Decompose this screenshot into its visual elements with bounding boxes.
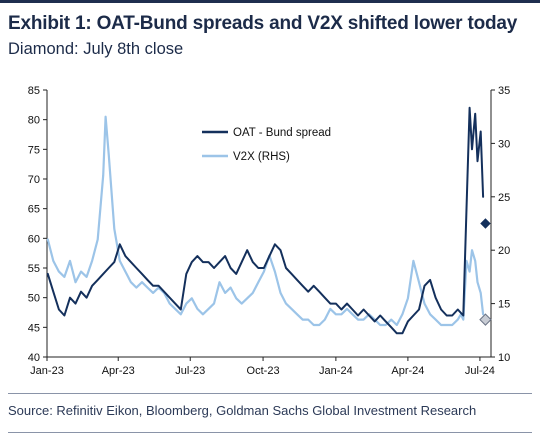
y-left-tick-label: 65 bbox=[28, 204, 40, 216]
y-right-tick-label: 25 bbox=[498, 192, 510, 204]
y-right-tick-label: 15 bbox=[498, 299, 510, 311]
axes: 40 45 50 55 60 65 70 75 80 85 10 15 20 25 30 35 Jan-23 Ap… bbox=[28, 85, 511, 377]
series-line-v2x bbox=[46, 115, 485, 327]
marker-v2x-july-8 bbox=[479, 313, 492, 326]
y-right-tick-label: 10 bbox=[498, 352, 510, 364]
top-rule bbox=[0, 0, 540, 3]
x-tick-label: Jan-24 bbox=[319, 365, 353, 377]
y-left-tick-label: 55 bbox=[28, 263, 40, 275]
x-tick-label: Apr-23 bbox=[102, 365, 135, 377]
series-layer bbox=[46, 106, 485, 335]
y-left-tick-label: 60 bbox=[28, 233, 40, 245]
y-left-tick-label: 70 bbox=[28, 174, 40, 186]
y-left-tick-label: 45 bbox=[28, 322, 40, 334]
marker-layer bbox=[479, 218, 492, 326]
x-tick-label: Jan-23 bbox=[30, 365, 64, 377]
line-chart: 40 45 50 55 60 65 70 75 80 85 10 15 20 25 30 35 Jan-23 Ap… bbox=[28, 85, 511, 377]
x-tick-label: Apr-24 bbox=[391, 365, 424, 377]
y-right-tick-label: 20 bbox=[498, 245, 510, 257]
divider-rule bbox=[8, 393, 532, 394]
y-left-tick-label: 80 bbox=[28, 115, 40, 127]
x-tick-label: Oct-23 bbox=[247, 365, 280, 377]
x-tick-label: Jul-23 bbox=[175, 365, 205, 377]
y-left-tick-label: 75 bbox=[28, 144, 40, 156]
marker-oat-july-8 bbox=[480, 218, 491, 229]
x-tick-label: Jul-24 bbox=[465, 365, 495, 377]
source-note: Source: Refinitiv Eikon, Bloomberg, Gold… bbox=[8, 403, 477, 418]
series-line-oat-bund-spread bbox=[46, 106, 485, 335]
y-left-tick-label: 85 bbox=[28, 85, 40, 97]
y-right-tick-label: 30 bbox=[498, 138, 510, 150]
bottom-rule bbox=[8, 432, 532, 433]
y-right-tick-label: 35 bbox=[498, 85, 510, 97]
legend: OAT - Bund spread V2X (RHS) bbox=[202, 127, 331, 163]
chart-title: Exhibit 1: OAT-Bund spreads and V2X shif… bbox=[8, 13, 518, 34]
legend-label-oat: OAT - Bund spread bbox=[233, 127, 331, 139]
legend-label-v2x: V2X (RHS) bbox=[233, 151, 290, 163]
chart-subtitle: Diamond: July 8th close bbox=[8, 40, 184, 58]
y-left-tick-label: 40 bbox=[28, 352, 40, 364]
y-left-tick-label: 50 bbox=[28, 293, 40, 305]
